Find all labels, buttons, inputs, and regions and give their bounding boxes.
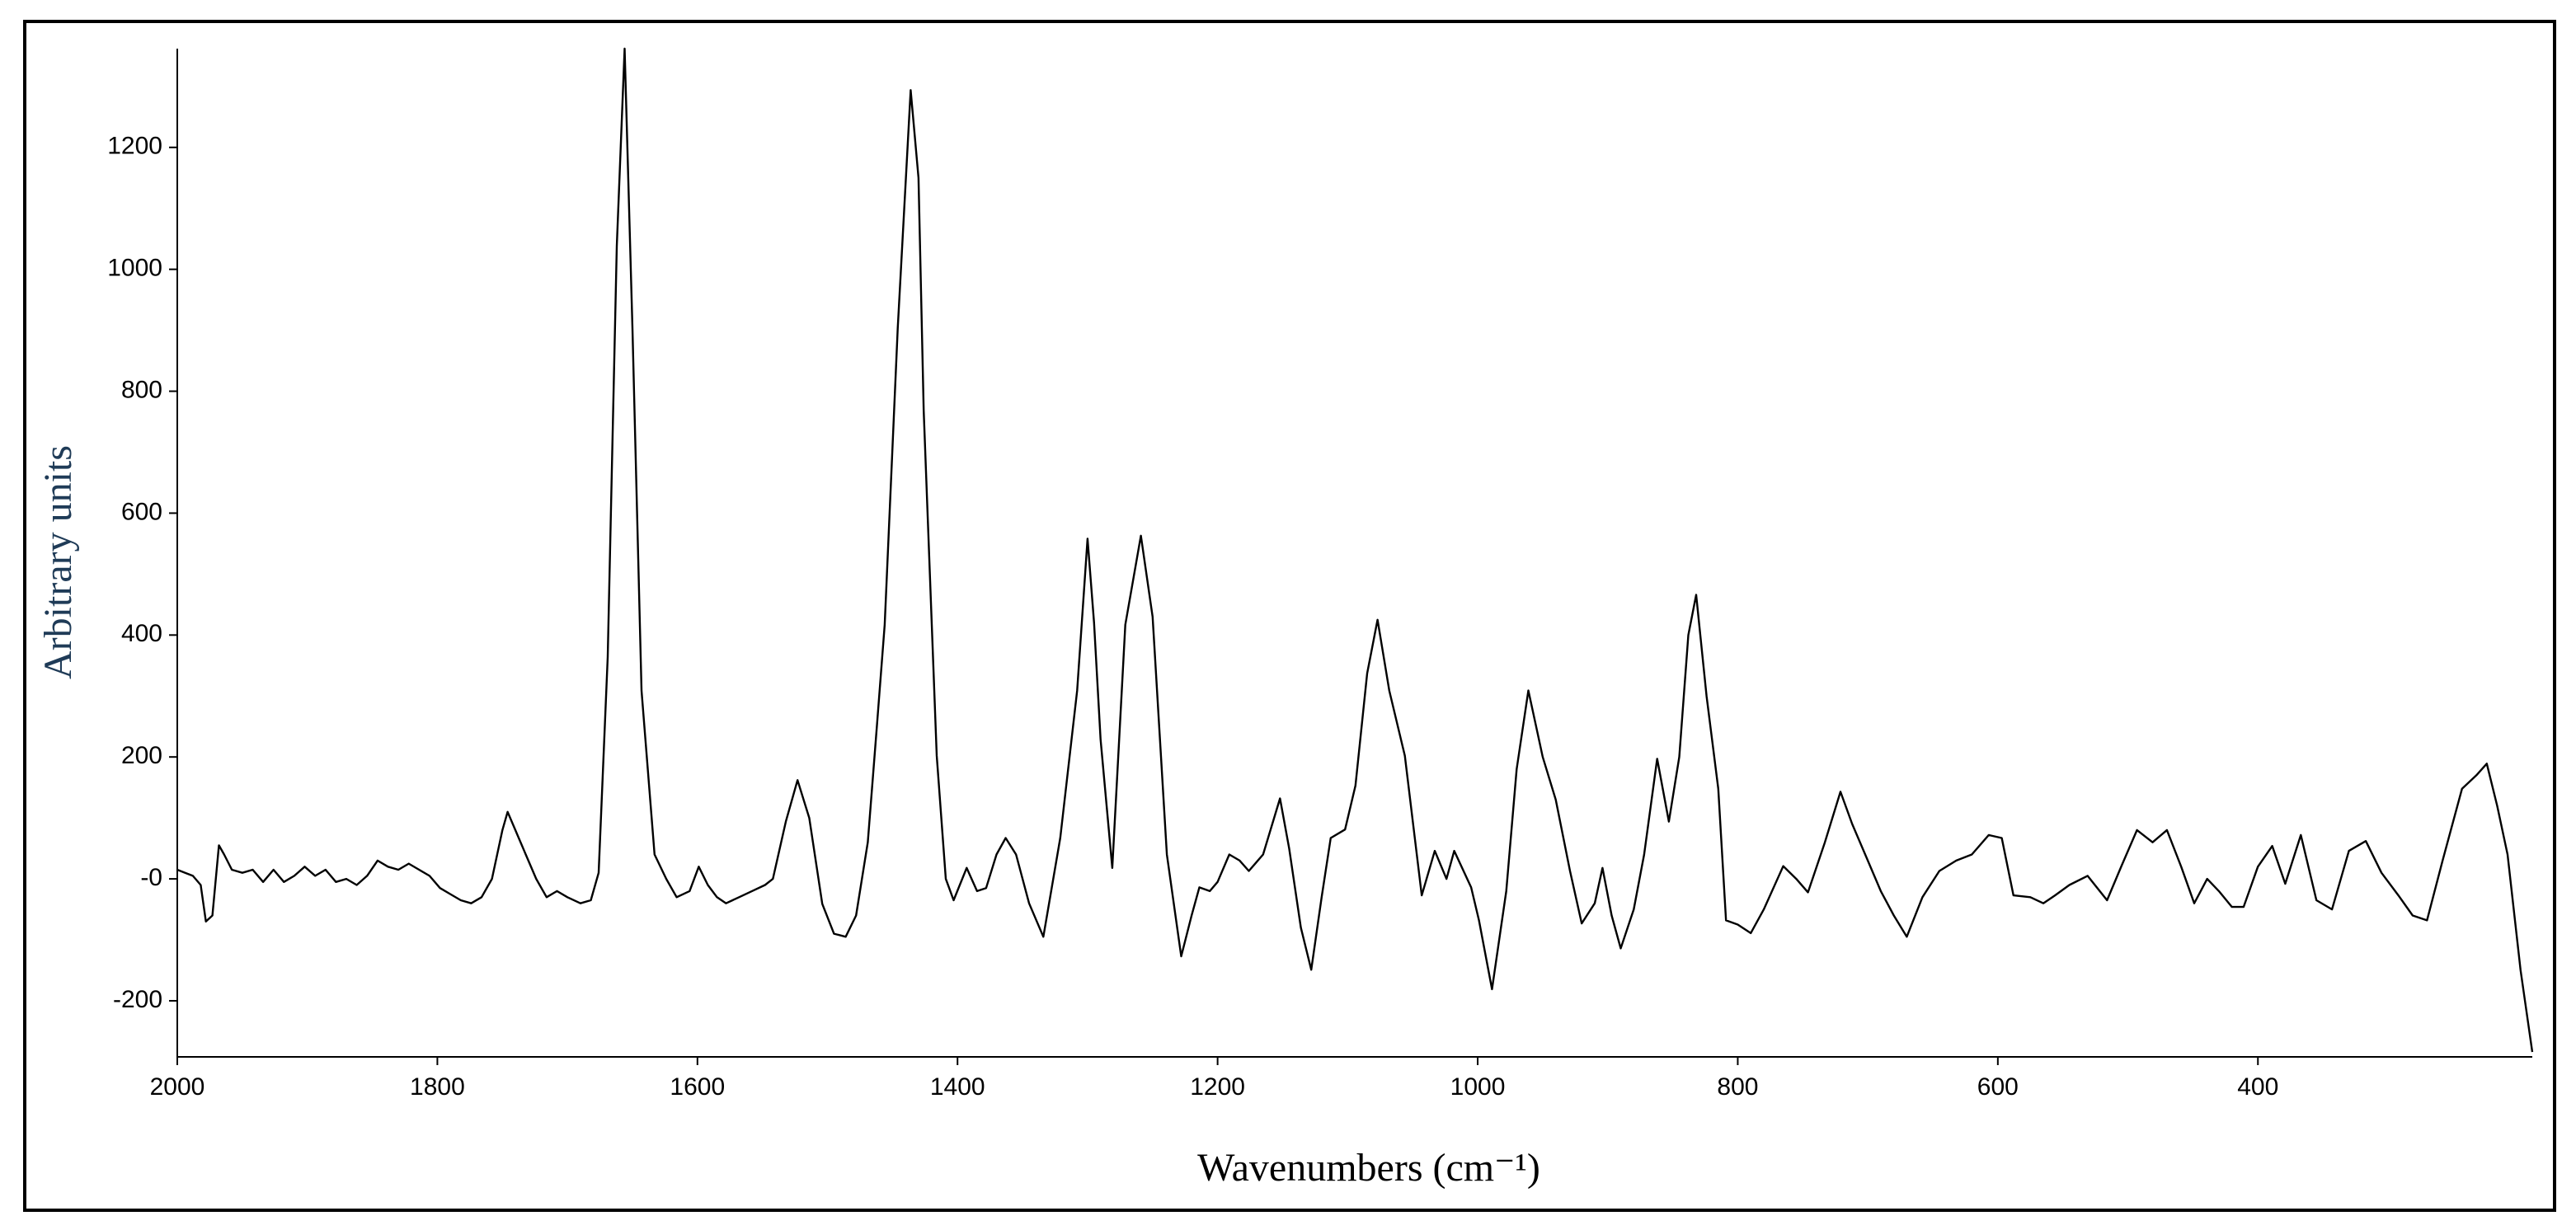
x-tick-label: 600 bbox=[1977, 1073, 2019, 1101]
y-tick-label: 1000 bbox=[107, 255, 162, 282]
x-axis-title: Wavenumbers (cm⁻¹) bbox=[1197, 1146, 1540, 1190]
y-tick-label: 600 bbox=[121, 498, 162, 525]
y-axis-title: Arbitrary units bbox=[36, 445, 80, 679]
x-tick-label: 400 bbox=[2237, 1073, 2278, 1101]
x-tick-label: 1200 bbox=[1190, 1073, 1245, 1101]
y-tick-label: -0 bbox=[140, 864, 162, 891]
frame bbox=[23, 20, 2556, 1212]
x-tick-label: 1400 bbox=[930, 1073, 985, 1101]
y-tick-label: 400 bbox=[121, 620, 162, 647]
x-tick-label: 800 bbox=[1717, 1073, 1758, 1101]
y-tick-label: 800 bbox=[121, 376, 162, 403]
x-tick-label: 2000 bbox=[150, 1073, 205, 1101]
x-tick-label: 1600 bbox=[670, 1073, 725, 1101]
y-tick-label: 1200 bbox=[107, 133, 162, 160]
y-tick-label: -200 bbox=[113, 986, 162, 1013]
y-tick-label: 200 bbox=[121, 742, 162, 769]
spectrum-line bbox=[176, 47, 2534, 1053]
x-tick-label: 1000 bbox=[1450, 1073, 1506, 1101]
x-tick-label: 1800 bbox=[410, 1073, 465, 1101]
